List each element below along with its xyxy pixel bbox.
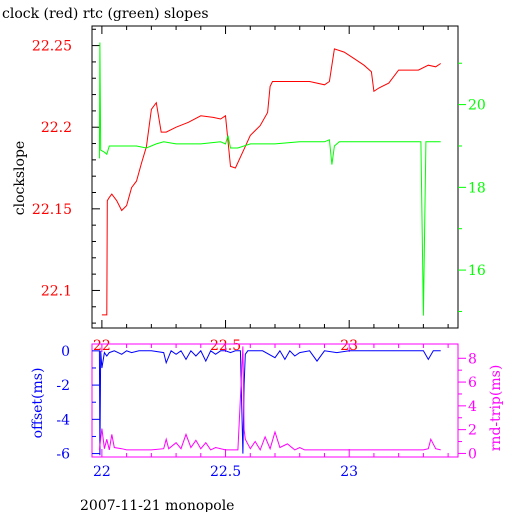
top-right-y-tick-label: 16 <box>468 263 486 279</box>
bottom-x-tick-label: 23 <box>340 464 358 480</box>
rtc-series-line <box>98 42 441 316</box>
bottom-x-tick-label: 22.5 <box>210 464 241 480</box>
top-left-y-tick-label: 22.1 <box>41 283 72 299</box>
bottom-y2-axis-label: rnd-trip(ms) <box>488 365 504 452</box>
bottom-right-y-tick-label: 4 <box>468 399 477 415</box>
bottom-left-y-tick-label: -4 <box>56 412 70 428</box>
top-right-y-tick-label: 20 <box>468 98 486 114</box>
bottom-left-y-tick-label: 0 <box>61 344 70 360</box>
bottom-right-y-tick-label: 2 <box>468 423 477 439</box>
bottom-left-y-tick-label: -2 <box>56 378 70 394</box>
top-right-y-tick-label: 18 <box>468 180 486 196</box>
clock-series-line <box>101 48 441 316</box>
bottom-plot-frame <box>91 343 459 458</box>
bottom-x-axis-label: 2007-11-21 monopole <box>80 498 234 512</box>
bottom-y-axis-label: offset(ms) <box>30 368 46 439</box>
bottom-right-y-tick-label: 8 <box>468 351 477 367</box>
chart-title: clock (red) rtc (green) slopes <box>2 6 209 22</box>
top-y-axis-label: clockslope <box>12 141 28 215</box>
bottom-x-tick-label: 22 <box>93 464 111 480</box>
bottom-left-y-tick-label: -6 <box>56 447 70 463</box>
bottom-right-y-tick-label: 6 <box>468 375 477 391</box>
rnd-trip-series-line <box>98 346 441 452</box>
top-left-y-tick-label: 22.15 <box>32 202 72 218</box>
bottom-right-y-tick-label: 0 <box>468 446 477 462</box>
top-left-y-tick-label: 22.25 <box>32 39 72 55</box>
top-left-y-tick-label: 22.2 <box>41 120 72 136</box>
top-plot-frame <box>91 25 459 329</box>
offset-series-line <box>98 349 441 456</box>
